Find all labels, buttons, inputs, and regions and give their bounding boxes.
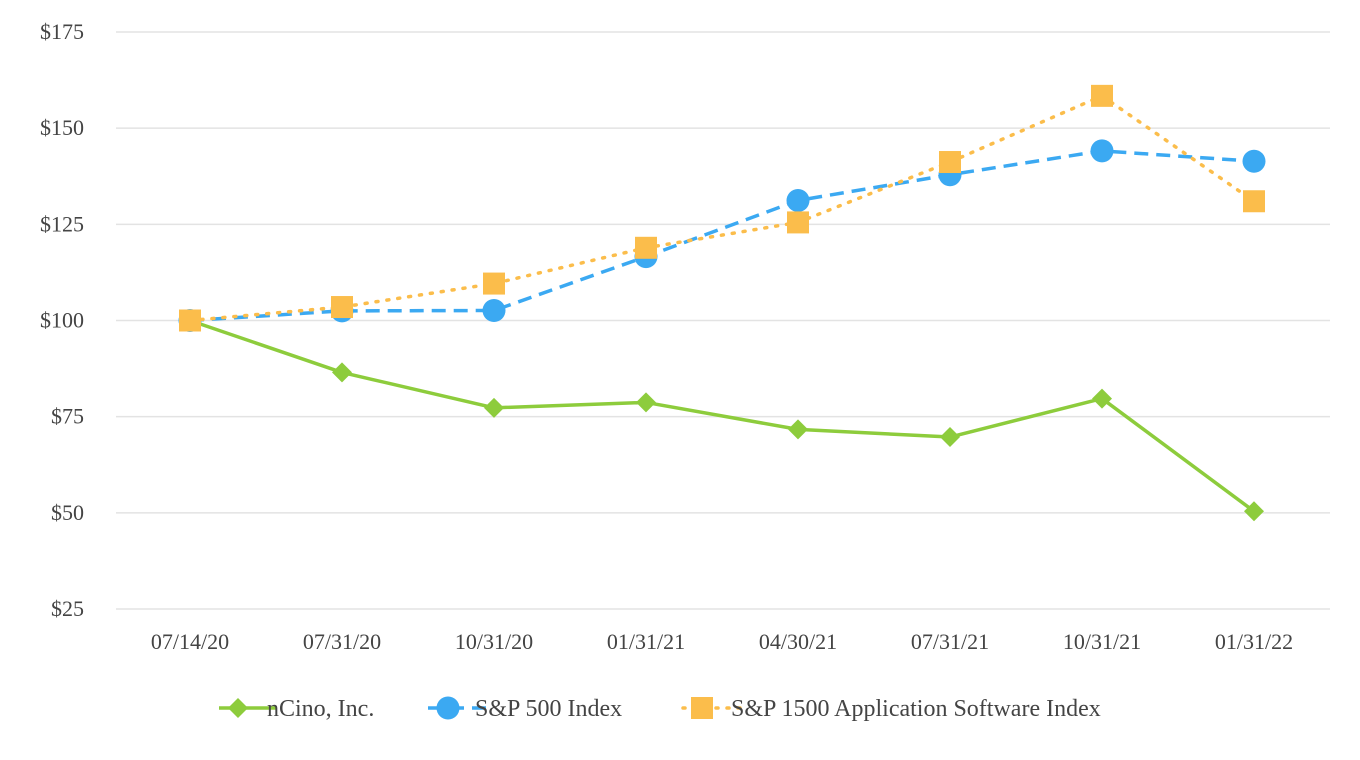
series-ncino-inc <box>180 310 1264 522</box>
data-point-square <box>331 296 353 319</box>
legend-label: S&P 1500 Application Software Index <box>731 696 1101 722</box>
data-point-circle <box>786 188 810 212</box>
data-point-square <box>939 151 961 174</box>
data-point-square <box>787 211 809 234</box>
legend-marker-diamond <box>228 698 248 718</box>
legend-marker-square <box>691 697 713 719</box>
x-tick-label: 10/31/20 <box>455 629 533 654</box>
data-point-diamond <box>788 419 808 440</box>
legend: nCino, Inc. S&P 500 Index S&P 1500 Applica… <box>219 696 1101 722</box>
x-tick-label: 01/31/21 <box>607 629 685 654</box>
data-point-diamond <box>1092 388 1112 409</box>
y-tick-label: $150 <box>40 115 84 140</box>
legend-label: nCino, Inc. <box>267 696 374 722</box>
x-tick-label: 10/31/21 <box>1063 629 1141 654</box>
x-tick-label: 07/14/20 <box>151 629 229 654</box>
data-point-circle <box>1090 139 1114 163</box>
data-point-diamond <box>1244 501 1264 522</box>
data-point-square <box>483 272 505 295</box>
legend-label: S&P 500 Index <box>475 696 622 722</box>
y-tick-label: $175 <box>40 19 84 44</box>
data-point-diamond <box>636 392 656 413</box>
data-point-circle <box>482 298 506 322</box>
data-point-square <box>1243 190 1265 213</box>
series-line <box>189 149 1255 323</box>
x-tick-label: 07/31/20 <box>303 629 381 654</box>
y-tick-label: $25 <box>51 596 84 621</box>
series-sandp-1500-application-software-index <box>179 84 1265 332</box>
x-axis-ticks: 07/14/20 07/31/20 10/31/20 01/31/21 04/30/21… <box>151 629 1293 654</box>
y-axis-ticks: $25 $50 $75 $100 $125 $150 $175 <box>40 19 84 621</box>
legend-item-ncino-inc: nCino, Inc. <box>219 696 374 722</box>
data-point-diamond <box>940 427 960 448</box>
data-point-square <box>179 309 201 332</box>
legend-item-sandp-500-index: S&P 500 Index <box>428 696 622 722</box>
series-line <box>188 94 1256 323</box>
x-tick-label: 07/31/21 <box>911 629 989 654</box>
data-point-circle <box>1242 149 1266 173</box>
x-tick-label: 04/30/21 <box>759 629 837 654</box>
y-tick-label: $125 <box>40 211 84 236</box>
series-line <box>189 318 1256 513</box>
y-tick-label: $50 <box>51 500 84 525</box>
data-point-square <box>1091 84 1113 107</box>
data-point-diamond <box>484 397 504 418</box>
series-group <box>178 84 1266 522</box>
grid-lines <box>116 31 1330 610</box>
legend-marker-circle <box>436 696 460 720</box>
data-point-square <box>635 236 657 259</box>
y-tick-label: $100 <box>40 308 84 333</box>
x-tick-label: 01/31/22 <box>1215 629 1293 654</box>
data-point-diamond <box>332 362 352 383</box>
y-tick-label: $75 <box>51 404 84 429</box>
legend-item-sandp-1500-application-software-index: S&P 1500 Application Software Index <box>681 696 1101 722</box>
